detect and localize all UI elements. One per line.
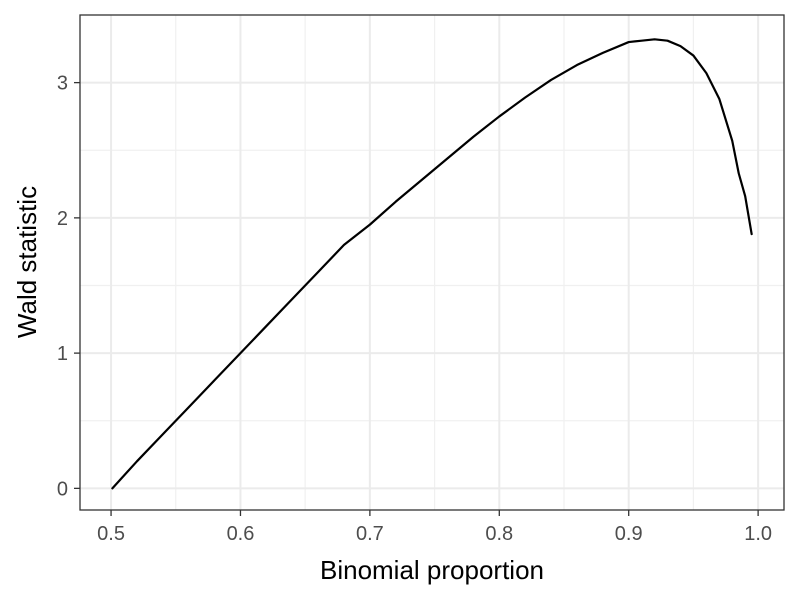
y-tick-label: 0 [57, 478, 68, 500]
y-tick-label: 1 [57, 343, 68, 365]
x-tick-label: 0.6 [227, 523, 255, 545]
y-tick-label: 2 [57, 208, 68, 230]
x-axis-title: Binomial proportion [320, 555, 544, 585]
x-tick-label: 0.8 [485, 523, 513, 545]
x-tick-label: 0.7 [356, 523, 384, 545]
major-gridlines [80, 15, 784, 510]
x-tick-label: 0.5 [97, 523, 125, 545]
minor-gridlines [80, 15, 784, 510]
plot-background [80, 15, 784, 510]
x-tick-label: 0.9 [615, 523, 643, 545]
y-axis-title: Wald statistic [12, 186, 42, 338]
series-line [111, 38, 753, 490]
x-axis-ticks: 0.5 0.6 0.7 0.8 0.9 1.0 [97, 510, 772, 545]
y-tick-label: 3 [57, 73, 68, 95]
x-tick-label: 1.0 [744, 523, 772, 545]
y-axis-ticks: 0 1 2 3 [57, 73, 80, 500]
plot-panel-border [79, 14, 785, 511]
